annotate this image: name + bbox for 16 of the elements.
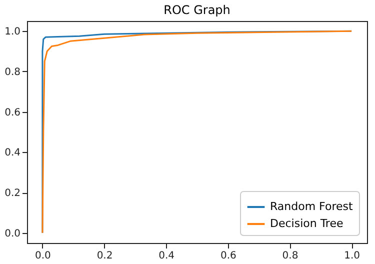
legend-label: Decision Tree	[270, 217, 344, 230]
x-tick-label: 1.0	[344, 250, 360, 262]
x-tick-label: 0.6	[220, 250, 236, 262]
y-tick-label: 0.6	[4, 107, 20, 118]
y-tick-label: 0.4	[4, 148, 20, 159]
x-tick-label: 0.2	[96, 250, 113, 262]
x-tick-label: 0.0	[35, 250, 51, 262]
legend-label: Random Forest	[270, 200, 354, 213]
y-tick-label: 0.8	[4, 66, 20, 78]
line-series	[42, 30, 352, 234]
x-tick-label: 0.4	[158, 250, 175, 262]
y-tick-label: 0.0	[4, 228, 20, 240]
chart-title: ROC Graph	[164, 3, 230, 17]
x-tick-label: 0.8	[282, 250, 298, 262]
y-tick-label: 1.0	[4, 26, 20, 38]
y-tick-label: 0.2	[4, 188, 20, 200]
